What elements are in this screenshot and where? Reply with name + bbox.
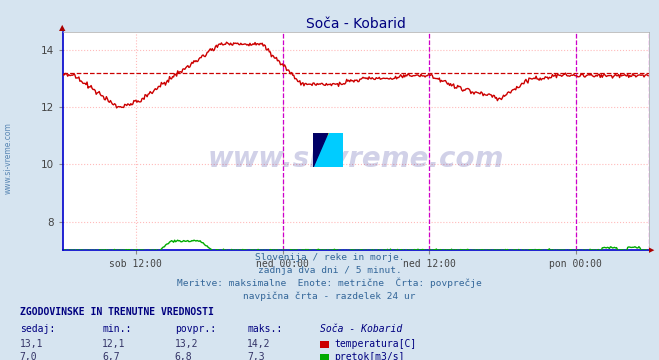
Text: maks.:: maks.:: [247, 324, 282, 334]
Text: Soča - Kobarid: Soča - Kobarid: [320, 324, 402, 334]
Polygon shape: [313, 133, 328, 167]
Text: temperatura[C]: temperatura[C]: [334, 339, 416, 349]
Text: www.si-vreme.com: www.si-vreme.com: [3, 122, 13, 194]
Text: Slovenija / reke in morje.: Slovenija / reke in morje.: [255, 253, 404, 262]
Text: min.:: min.:: [102, 324, 132, 334]
Text: www.si-vreme.com: www.si-vreme.com: [208, 145, 504, 173]
Text: povpr.:: povpr.:: [175, 324, 215, 334]
Text: pretok[m3/s]: pretok[m3/s]: [334, 352, 405, 360]
Text: 12,1: 12,1: [102, 339, 126, 349]
Text: 13,2: 13,2: [175, 339, 198, 349]
Text: zadnja dva dni / 5 minut.: zadnja dva dni / 5 minut.: [258, 266, 401, 275]
Text: 7,3: 7,3: [247, 352, 265, 360]
Text: ZGODOVINSKE IN TRENUTNE VREDNOSTI: ZGODOVINSKE IN TRENUTNE VREDNOSTI: [20, 307, 214, 317]
Text: 13,1: 13,1: [20, 339, 43, 349]
Text: ▶: ▶: [649, 247, 654, 253]
Text: Meritve: maksimalne  Enote: metrične  Črta: povprečje: Meritve: maksimalne Enote: metrične Črta…: [177, 277, 482, 288]
Text: 14,2: 14,2: [247, 339, 271, 349]
Title: Soča - Kobarid: Soča - Kobarid: [306, 17, 406, 31]
Text: 6,8: 6,8: [175, 352, 192, 360]
Text: navpična črta - razdelek 24 ur: navpična črta - razdelek 24 ur: [243, 291, 416, 301]
Text: 6,7: 6,7: [102, 352, 120, 360]
Polygon shape: [313, 133, 343, 167]
Text: sedaj:: sedaj:: [20, 324, 55, 334]
Text: 7,0: 7,0: [20, 352, 38, 360]
Text: ▲: ▲: [59, 23, 66, 32]
Polygon shape: [313, 133, 328, 150]
